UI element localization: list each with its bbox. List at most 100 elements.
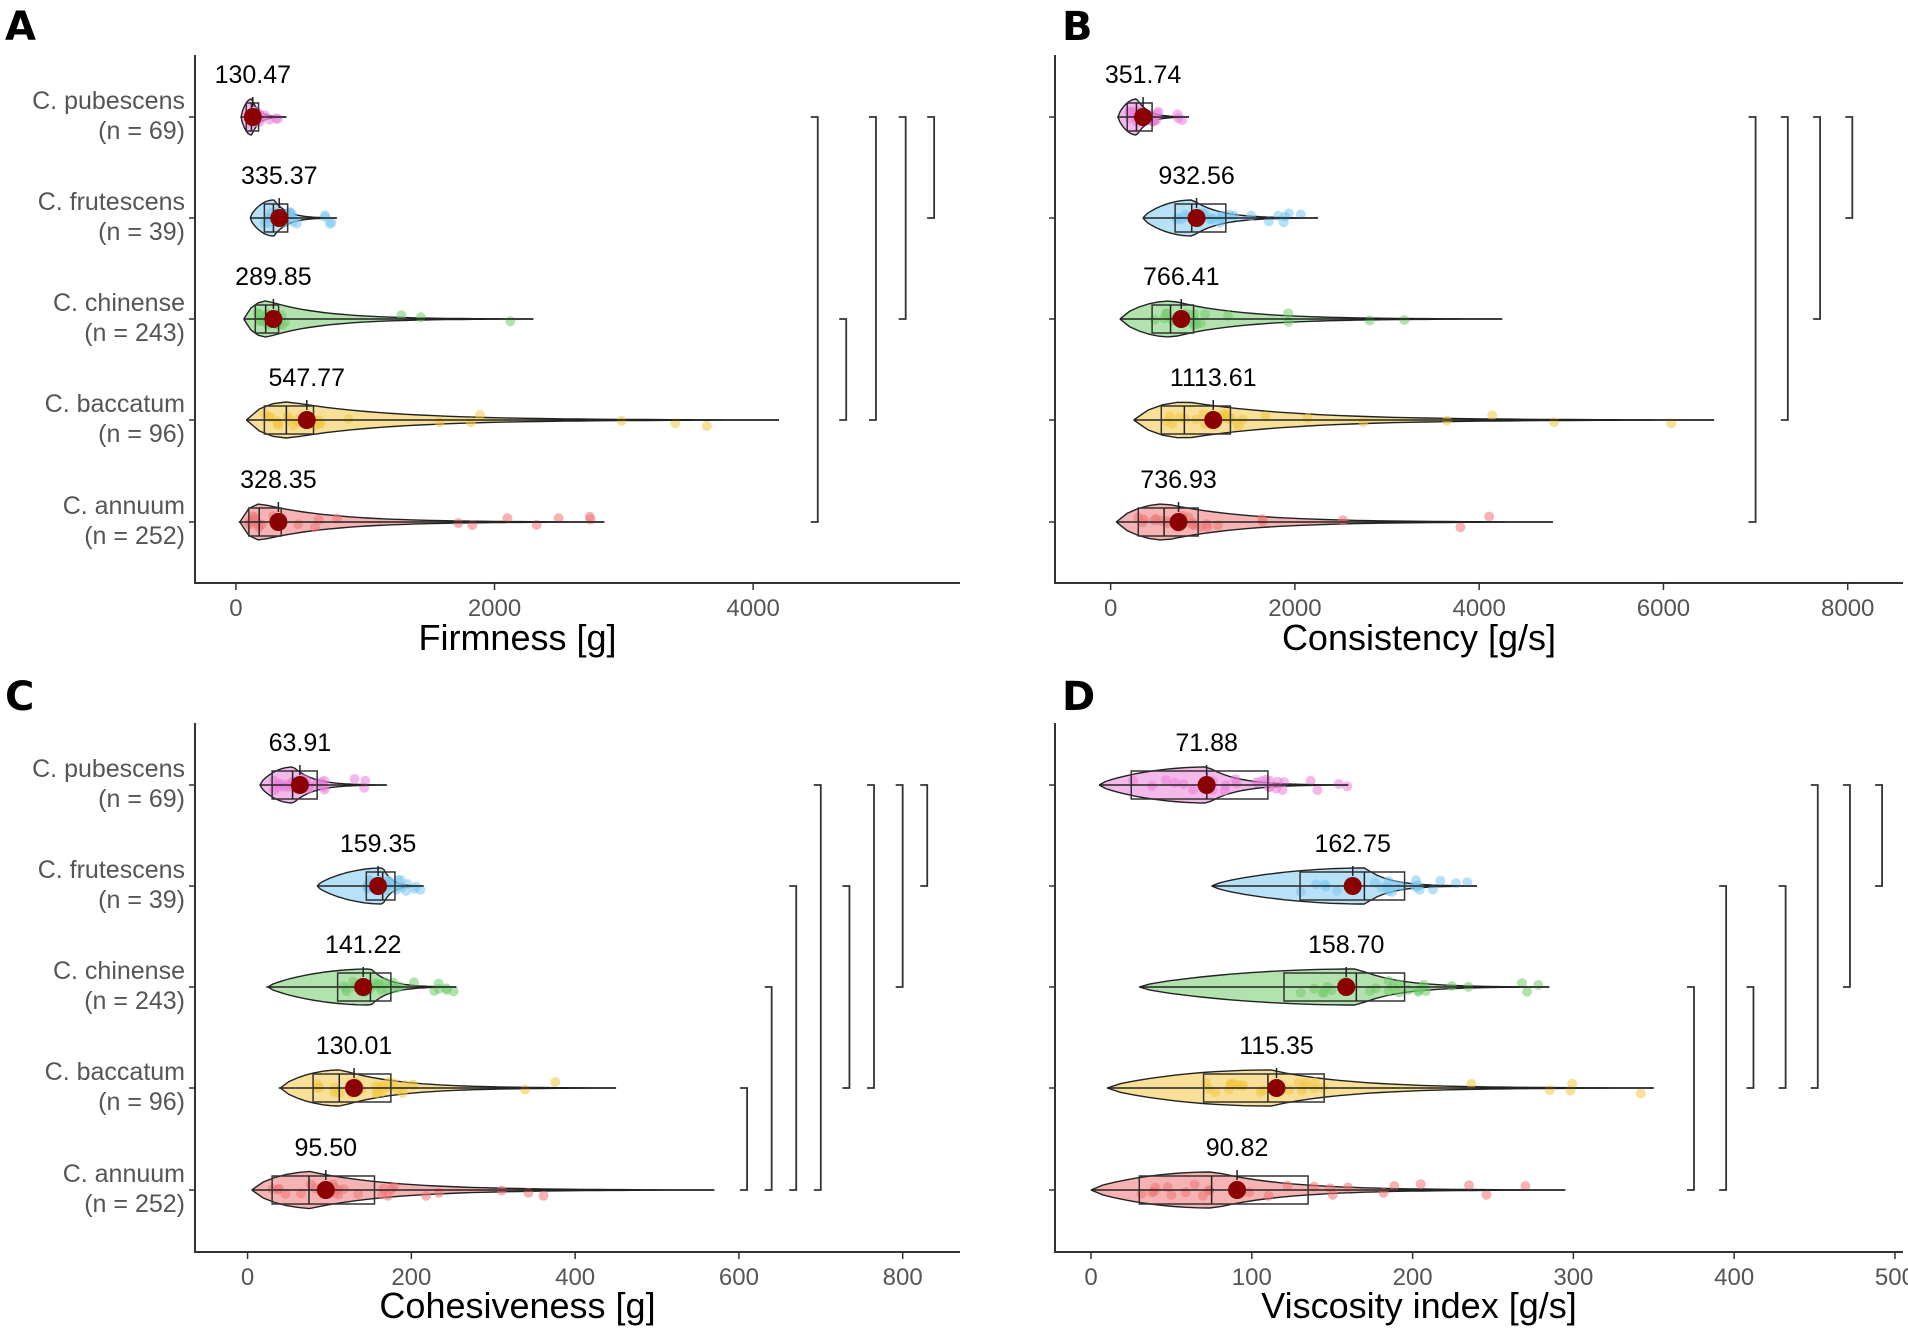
data-point xyxy=(1166,1189,1177,1200)
series-pubescens: 63.91 xyxy=(259,729,387,804)
data-point xyxy=(701,420,712,431)
data-point xyxy=(1415,1179,1426,1190)
mean-point xyxy=(290,776,309,794)
data-point xyxy=(475,410,485,420)
data-point xyxy=(386,1184,397,1195)
data-point xyxy=(1214,217,1225,228)
data-point xyxy=(1264,775,1275,786)
mean-value-label: 335.37 xyxy=(241,162,317,190)
mean-value-label: 766.41 xyxy=(1143,263,1219,291)
data-point xyxy=(1390,879,1401,890)
significance-bracket xyxy=(813,784,822,1191)
data-point xyxy=(1309,1181,1320,1192)
panel-b: B 0 2000 4000 6000 8000 Consistency [g/s] 351.7… xyxy=(1049,4,1903,658)
significance-bracket xyxy=(898,116,907,320)
series-annuum: 90.82 xyxy=(1090,1134,1566,1209)
significance-bracket xyxy=(1778,885,1787,1089)
x-tick-label: 400 xyxy=(1714,1264,1754,1291)
data-point xyxy=(1230,774,1241,785)
panel-letter: B xyxy=(1062,4,1093,50)
series-pubescens: 351.74 xyxy=(1105,61,1189,136)
data-point xyxy=(1283,208,1294,219)
mean-value-label: 158.70 xyxy=(1308,931,1384,959)
data-point xyxy=(1210,1087,1221,1098)
x-tick-label: 0 xyxy=(1104,595,1117,622)
data-point xyxy=(434,417,445,428)
data-point xyxy=(1302,413,1313,424)
data-point xyxy=(409,977,419,988)
data-point xyxy=(1378,1187,1389,1198)
series-annuum: 736.93 xyxy=(1115,466,1553,541)
mean-point xyxy=(297,411,316,429)
mean-value-label: 1113.61 xyxy=(1170,364,1257,392)
data-point xyxy=(349,774,360,784)
data-point xyxy=(505,316,516,327)
data-point xyxy=(273,419,283,430)
mean-point xyxy=(1197,776,1216,794)
data-point xyxy=(538,1190,549,1201)
x-tick-label: 200 xyxy=(391,1264,431,1291)
data-point xyxy=(1435,875,1446,886)
data-point xyxy=(465,417,476,428)
y-tick-label-n: (n = 69) xyxy=(98,117,185,145)
data-point xyxy=(1325,1183,1336,1194)
significance-bracket xyxy=(895,784,904,988)
data-point xyxy=(1271,783,1281,794)
data-point xyxy=(264,114,275,125)
x-tick-label: 100 xyxy=(1232,1264,1272,1291)
significance-bracket xyxy=(839,318,848,421)
mean-point xyxy=(1134,108,1153,126)
data-point xyxy=(1364,315,1375,326)
box xyxy=(1138,1175,1309,1205)
data-point xyxy=(1522,986,1533,997)
data-point xyxy=(291,218,302,229)
data-point xyxy=(1169,777,1180,788)
data-point xyxy=(1635,1088,1646,1099)
data-point xyxy=(1309,1077,1320,1088)
data-point xyxy=(343,414,354,424)
y-tick-label-species: C. frutescens xyxy=(38,188,185,216)
data-point xyxy=(1389,1181,1400,1191)
data-point xyxy=(1284,1085,1295,1095)
mean-point xyxy=(1187,209,1206,227)
y-tick-label-n: (n = 39) xyxy=(98,886,185,914)
data-point xyxy=(1311,879,1322,890)
data-point xyxy=(296,1188,307,1199)
mean-point xyxy=(1267,1079,1286,1097)
y-tick-label-species: C. chinense xyxy=(53,957,185,985)
data-point xyxy=(1317,987,1328,998)
y-tick-label-n: (n = 96) xyxy=(98,1088,185,1116)
data-point xyxy=(1139,514,1149,525)
data-point xyxy=(1180,413,1191,424)
mean-value-label: 932.56 xyxy=(1158,162,1234,190)
data-point xyxy=(1337,515,1348,526)
panel-letter: D xyxy=(1062,674,1095,720)
data-point xyxy=(1451,878,1461,889)
data-point xyxy=(1257,1085,1268,1096)
data-point xyxy=(293,519,304,530)
data-point xyxy=(1195,522,1206,532)
data-point xyxy=(1224,414,1235,425)
panel-letter: C xyxy=(5,674,34,720)
mean-value-label: 289.85 xyxy=(235,263,311,291)
data-point xyxy=(1481,1189,1492,1200)
box xyxy=(336,972,392,1002)
x-axis-title: Firmness [g] xyxy=(418,617,616,658)
series-baccatum: 547.77 xyxy=(245,364,779,439)
data-point xyxy=(1394,987,1405,998)
series-chinense: 141.22 xyxy=(265,931,459,1006)
data-point xyxy=(585,514,596,525)
data-point xyxy=(360,775,371,786)
data-point xyxy=(1167,419,1178,429)
x-tick-label: 4000 xyxy=(726,595,779,622)
box xyxy=(1151,304,1195,334)
significance-bracket xyxy=(764,986,773,1191)
significance-bracket xyxy=(740,1087,748,1191)
x-tick-label: 400 xyxy=(555,1264,595,1291)
x-axis-title: Viscosity index [g/s] xyxy=(1261,1285,1576,1326)
mean-value-label: 328.35 xyxy=(240,466,316,494)
data-point xyxy=(1358,417,1369,428)
data-point xyxy=(1544,1085,1555,1096)
significance-bracket xyxy=(868,116,877,421)
data-point xyxy=(1487,410,1498,421)
